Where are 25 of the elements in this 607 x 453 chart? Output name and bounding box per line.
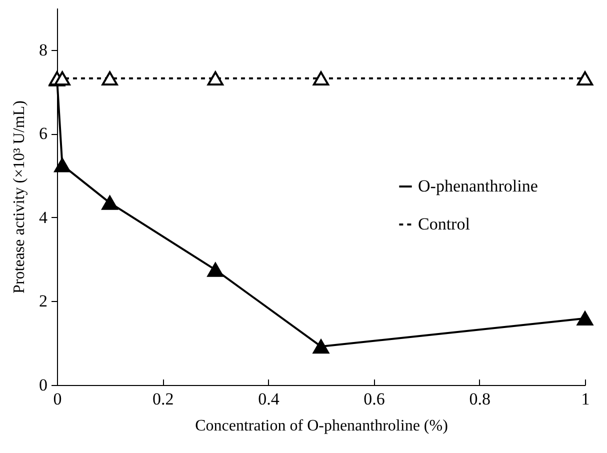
point xyxy=(312,71,330,86)
point xyxy=(102,196,118,210)
legend-label: O-phenanthroline xyxy=(418,176,538,196)
y-tick-label: 6 xyxy=(39,124,48,144)
y-tick-label: 2 xyxy=(39,292,48,311)
y-tick-label: 0 xyxy=(39,376,48,394)
x-tick-label: 0.8 xyxy=(469,390,491,408)
x-tick-label: 0.4 xyxy=(258,390,280,408)
point xyxy=(312,339,330,354)
x-tick-label: 0.2 xyxy=(152,390,174,408)
point xyxy=(54,71,70,86)
y-tick-label: 8 xyxy=(39,40,48,60)
point xyxy=(102,71,118,86)
x-tick-label: 1 xyxy=(581,390,590,408)
point xyxy=(207,71,224,86)
y-axis-title: Protease activity (×10³ U/mL) xyxy=(11,100,28,294)
x-axis-title: Concentration of O-phenanthroline (%) xyxy=(195,418,448,434)
point xyxy=(576,311,594,326)
x-tick-label: 0.6 xyxy=(364,390,385,408)
y-tick-label: 4 xyxy=(39,208,48,227)
point xyxy=(54,158,70,172)
legend-label: Control xyxy=(418,214,470,234)
point xyxy=(576,71,594,86)
x-tick-label: 0 xyxy=(53,390,62,408)
point xyxy=(207,262,224,277)
